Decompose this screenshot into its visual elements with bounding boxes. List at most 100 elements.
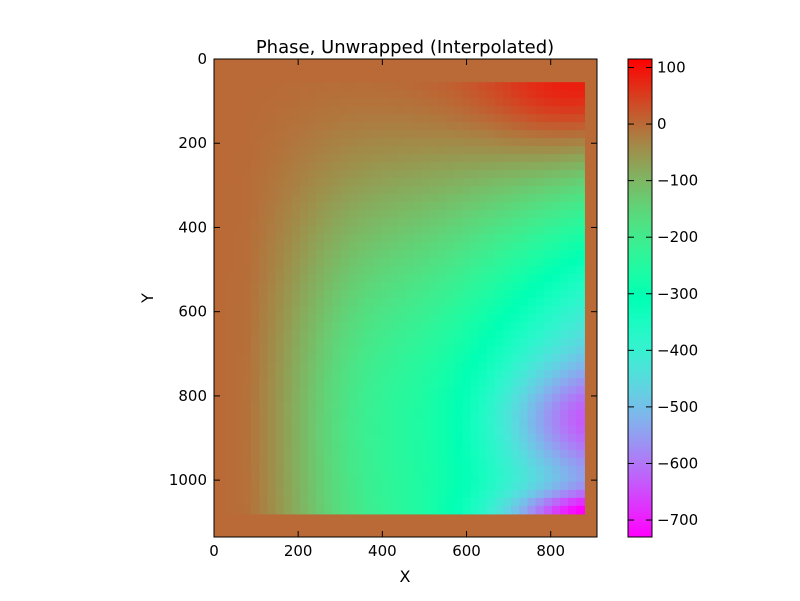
heatmap-cell <box>397 130 407 139</box>
heatmap-cell <box>316 266 325 275</box>
heatmap-cell <box>446 226 455 235</box>
heatmap-cell <box>242 178 252 187</box>
heatmap-cell <box>381 106 390 115</box>
heatmap-cell <box>381 194 390 203</box>
heatmap-cell <box>234 361 244 371</box>
x-axis: 0 200 400 600 800 <box>209 59 565 560</box>
heatmap-cell <box>234 481 244 491</box>
heatmap-cell <box>275 234 285 243</box>
heatmap-cell <box>316 457 325 467</box>
heatmap-cell <box>429 409 439 419</box>
heatmap-cell <box>267 305 277 315</box>
heatmap-cell <box>462 226 472 235</box>
heatmap-cell <box>316 250 325 259</box>
heatmap-cell <box>283 353 293 363</box>
heatmap-cell <box>405 274 415 283</box>
heatmap-cell <box>454 329 464 339</box>
heatmap-cell <box>275 266 285 275</box>
heatmap-cell <box>275 106 285 115</box>
heatmap-cell <box>299 393 309 403</box>
heatmap-cell <box>535 138 545 147</box>
heatmap-cell <box>275 194 285 203</box>
heatmap-cell <box>259 162 268 171</box>
heatmap-cell <box>251 441 260 451</box>
heatmap-cell <box>519 162 529 171</box>
heatmap-cell <box>340 401 350 411</box>
heatmap-cell <box>478 305 488 315</box>
heatmap-cell <box>438 401 447 411</box>
heatmap-cell <box>364 433 374 443</box>
heatmap-cell <box>299 369 309 379</box>
heatmap-cell <box>364 409 374 419</box>
colorbar-tick-label: −500 <box>657 398 698 416</box>
heatmap-cell <box>535 178 545 187</box>
heatmap-cell <box>291 441 301 451</box>
heatmap-cell <box>307 170 317 179</box>
heatmap-cell <box>421 234 431 243</box>
heatmap-cell <box>486 90 496 99</box>
heatmap-cell <box>299 82 309 91</box>
heatmap-cell <box>283 250 293 259</box>
heatmap-cell <box>454 305 464 315</box>
heatmap-cell <box>372 106 382 115</box>
heatmap-cell <box>299 274 309 283</box>
heatmap-cell <box>527 465 537 475</box>
heatmap-cell <box>259 425 268 435</box>
heatmap-cell <box>307 449 317 459</box>
heatmap-cell <box>405 337 415 347</box>
heatmap-cell <box>413 170 423 179</box>
heatmap-cell <box>397 290 407 299</box>
heatmap-cell <box>470 170 480 179</box>
heatmap-cell <box>421 449 431 459</box>
heatmap-cell <box>397 218 407 227</box>
heatmap-cell <box>462 202 472 211</box>
heatmap-cell <box>389 290 398 299</box>
heatmap-cell <box>324 497 333 507</box>
heatmap-cell <box>535 393 545 403</box>
heatmap-cell <box>283 82 293 91</box>
heatmap-cell <box>356 138 366 147</box>
heatmap-cell <box>413 186 423 195</box>
heatmap-cell <box>332 481 342 491</box>
heatmap-cell <box>559 242 569 251</box>
heatmap-cell <box>478 90 488 99</box>
heatmap-cell <box>275 82 285 91</box>
heatmap-cell <box>503 282 512 291</box>
heatmap-cell <box>234 305 244 315</box>
heatmap-cell <box>576 282 585 291</box>
heatmap-cell <box>291 377 301 387</box>
heatmap-cell <box>413 417 423 427</box>
heatmap-cell <box>324 361 333 371</box>
heatmap-cell <box>356 298 366 307</box>
heatmap-cell <box>348 401 358 411</box>
heatmap-cell <box>405 361 415 371</box>
heatmap-cell <box>291 481 301 491</box>
heatmap-cell <box>381 282 390 291</box>
heatmap-cell <box>438 449 447 459</box>
heatmap-cell <box>438 505 447 515</box>
heatmap-cell <box>454 146 464 155</box>
heatmap-cell <box>251 170 260 179</box>
heatmap-cell <box>332 369 342 379</box>
heatmap-cell <box>372 202 382 211</box>
heatmap-cell <box>389 226 398 235</box>
heatmap-cell <box>348 457 358 467</box>
heatmap-cell <box>519 274 529 283</box>
heatmap-cell <box>559 114 569 123</box>
heatmap-cell <box>527 393 537 403</box>
heatmap-cell <box>559 321 569 331</box>
heatmap-cell <box>478 433 488 443</box>
heatmap-cell <box>405 154 415 163</box>
heatmap-cell <box>234 489 244 499</box>
heatmap-cell <box>251 226 260 235</box>
heatmap-cell <box>478 313 488 323</box>
heatmap-cell <box>389 497 398 507</box>
heatmap-cell <box>389 345 398 355</box>
heatmap-cell <box>307 202 317 211</box>
heatmap-cell <box>259 234 268 243</box>
heatmap-cell <box>559 138 569 147</box>
heatmap-cell <box>559 369 569 379</box>
heatmap-cell <box>429 337 439 347</box>
heatmap-cell <box>576 234 585 243</box>
heatmap-cell <box>307 138 317 147</box>
